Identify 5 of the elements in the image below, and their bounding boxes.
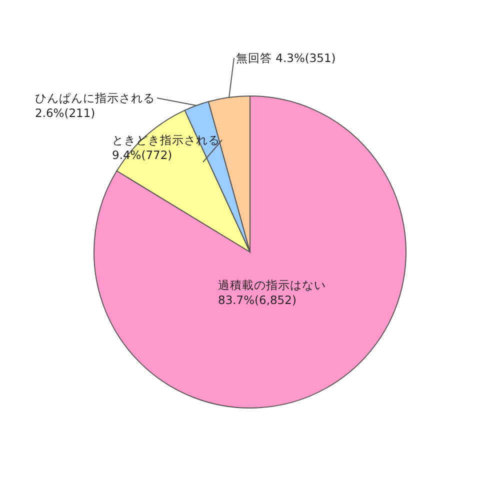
data-label: 2.6%(211) <box>35 106 96 120</box>
slice-label: 無回答 4.3%(351) <box>236 51 336 65</box>
slice-label: 過積載の指示はない <box>218 278 326 292</box>
data-label: 83.7%(6,852) <box>218 293 296 307</box>
slice-label: ひんぱんに指示される <box>35 91 155 105</box>
